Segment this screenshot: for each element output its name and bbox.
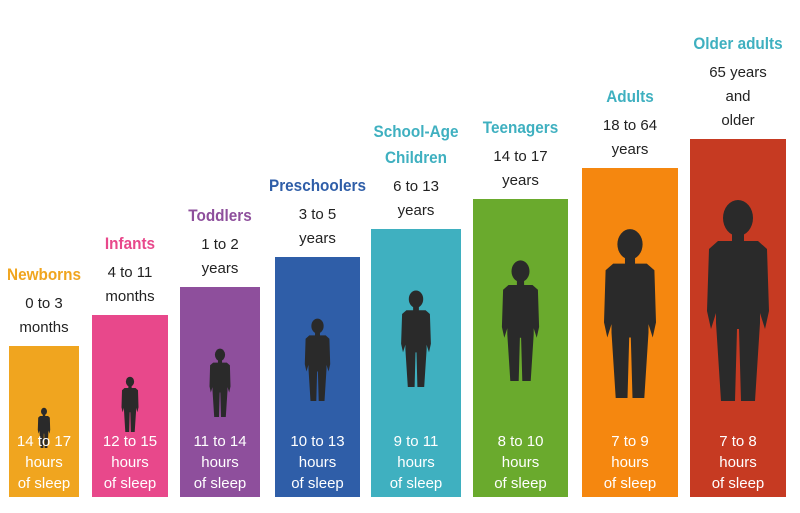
bar-3 [275,257,360,497]
sleep-hours-label: 11 to 14 [193,433,247,450]
age-group-title: Older adults [693,34,783,53]
person-silhouette-icon-2 [209,348,231,417]
person-silhouette-icon-4 [401,290,431,387]
sleep-hours-label: hours [397,454,435,471]
age-group-title: Newborns [7,265,81,284]
age-range-label: months [19,319,69,336]
age-group-title: Adults [606,87,654,106]
age-range-label: and [725,88,751,105]
sleep-hours-label: 12 to 15 [102,433,158,450]
age-range-label: 1 to 2 [201,236,239,253]
sleep-hours-label: 8 to 10 [497,433,544,450]
age-range-label: 4 to 11 [107,264,153,281]
age-range-label: 6 to 13 [393,178,439,195]
sleep-hours-label: hours [719,454,757,471]
sleep-hours-label: 14 to 17 [16,433,72,450]
bar-4 [371,229,461,497]
age-range-label: 18 to 64 [602,117,658,134]
sleep-hours-label: hours [611,454,649,471]
age-group-title: Toddlers [188,206,252,225]
sleep-hours-label: of sleep [193,475,247,492]
sleep-hours-label: of sleep [17,475,71,492]
age-range-label: months [105,288,155,305]
person-silhouette-icon-1 [121,376,139,432]
sleep-hours-label: of sleep [494,475,547,492]
age-range-label: older [721,112,755,129]
age-range-label: 3 to 5 [298,206,337,223]
age-group-title: Children [384,148,448,167]
age-group-title: Infants [104,234,156,253]
sleep-hours-label: hours [111,454,149,471]
age-range-label: 14 to 17 [493,148,548,165]
age-range-label: years [611,141,649,158]
sleep-hours-label: hours [25,454,63,471]
sleep-hours-label: 9 to 11 [393,433,439,450]
age-group-title: Teenagers [482,118,559,137]
sleep-hours-label: 7 to 8 [719,433,757,450]
sleep-hours-label: 7 to 9 [611,433,649,450]
age-range-label: years [201,260,239,277]
age-group-title: School-Age [373,122,459,141]
person-silhouette-icon-0 [37,407,51,448]
person-silhouette-icon-6 [604,229,656,398]
sleep-hours-label: of sleep [103,475,157,492]
age-range-label: years [299,230,336,247]
person-silhouette-icon-7 [707,200,769,401]
sleep-hours-label: of sleep [603,475,657,492]
sleep-hours-label: of sleep [711,475,765,492]
sleep-hours-label: of sleep [389,475,443,492]
sleep-hours-label: 10 to 13 [290,433,345,450]
age-range-label: years [502,172,539,189]
age-group-title: Preschoolers [269,176,366,195]
age-range-label: 0 to 3 [25,295,63,312]
bar-5 [473,199,568,497]
sleep-hours-label: hours [201,454,239,471]
sleep-hours-label: of sleep [291,475,344,492]
age-range-label: 65 years [709,64,767,81]
sleep-hours-label: hours [298,454,337,471]
age-range-label: years [397,202,435,219]
person-silhouette-icon-3 [304,318,331,401]
person-silhouette-icon-5 [501,260,540,381]
sleep-hours-label: hours [501,454,540,471]
